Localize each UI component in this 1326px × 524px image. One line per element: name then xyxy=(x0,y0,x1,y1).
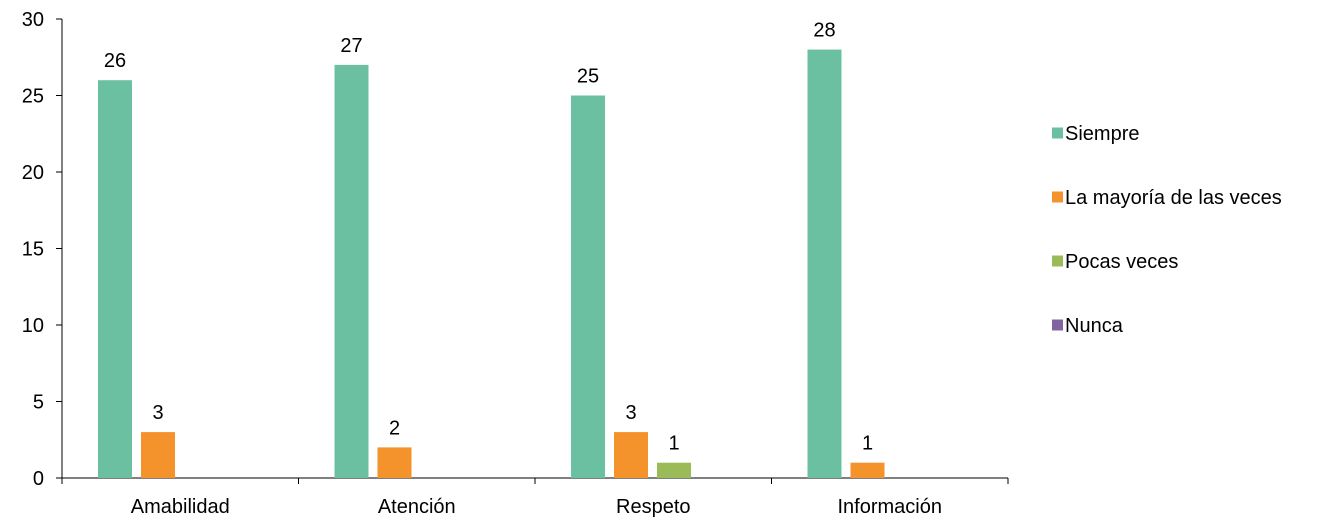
x-category-label: Amabilidad xyxy=(131,496,230,518)
bar-siempre xyxy=(807,49,842,478)
bar-data-label: 1 xyxy=(862,433,873,455)
bar-la-mayoría-de-las-veces xyxy=(850,462,885,478)
bar-data-label: 27 xyxy=(340,35,362,57)
legend-label: Siempre xyxy=(1065,123,1139,145)
bar-la-mayoría-de-las-veces xyxy=(614,432,648,478)
legend-label: Nunca xyxy=(1065,315,1124,337)
chart-bars xyxy=(98,49,885,479)
chart-data-labels: 26 3 27 2 25 3 1 28 1 xyxy=(104,20,873,455)
bar-siempre xyxy=(98,80,132,478)
bar-data-label: 2 xyxy=(389,417,400,439)
y-tick-label: 10 xyxy=(22,315,44,337)
bar-data-label: 28 xyxy=(813,20,835,42)
chart-legend: Siempre La mayoría de las veces Pocas vece… xyxy=(1052,123,1282,337)
bar-la-mayoría-de-las-veces xyxy=(377,447,412,478)
y-tick-label: 25 xyxy=(22,86,44,108)
bar-siempre xyxy=(334,64,369,479)
x-category-label: Atención xyxy=(378,496,456,518)
y-tick-label: 0 xyxy=(33,468,44,490)
y-tick-label: 15 xyxy=(22,239,44,261)
bar-siempre xyxy=(571,95,605,478)
y-tick-label: 5 xyxy=(33,392,44,414)
chart-axes: 0 5 10 15 20 25 30 Amabilidad Atención Respeto Inf… xyxy=(22,9,1009,518)
bar-data-label: 3 xyxy=(625,402,636,424)
bar-data-label: 1 xyxy=(668,433,679,455)
legend-label: Pocas veces xyxy=(1065,251,1178,273)
legend-swatch xyxy=(1052,191,1063,203)
x-category-label: Respeto xyxy=(616,496,691,518)
y-tick-label: 20 xyxy=(22,162,44,184)
legend-label: La mayoría de las veces xyxy=(1065,187,1282,209)
bar-la-mayoría-de-las-veces xyxy=(141,432,175,478)
legend-swatch xyxy=(1052,319,1063,331)
bar-data-label: 3 xyxy=(152,402,163,424)
legend-swatch xyxy=(1052,127,1063,139)
bar-data-label: 26 xyxy=(104,50,126,72)
legend-swatch xyxy=(1052,255,1063,267)
y-tick-label: 30 xyxy=(22,9,44,31)
bar-data-label: 25 xyxy=(577,66,599,88)
bar-pocas-veces xyxy=(657,462,691,478)
x-category-label: Información xyxy=(838,496,943,518)
